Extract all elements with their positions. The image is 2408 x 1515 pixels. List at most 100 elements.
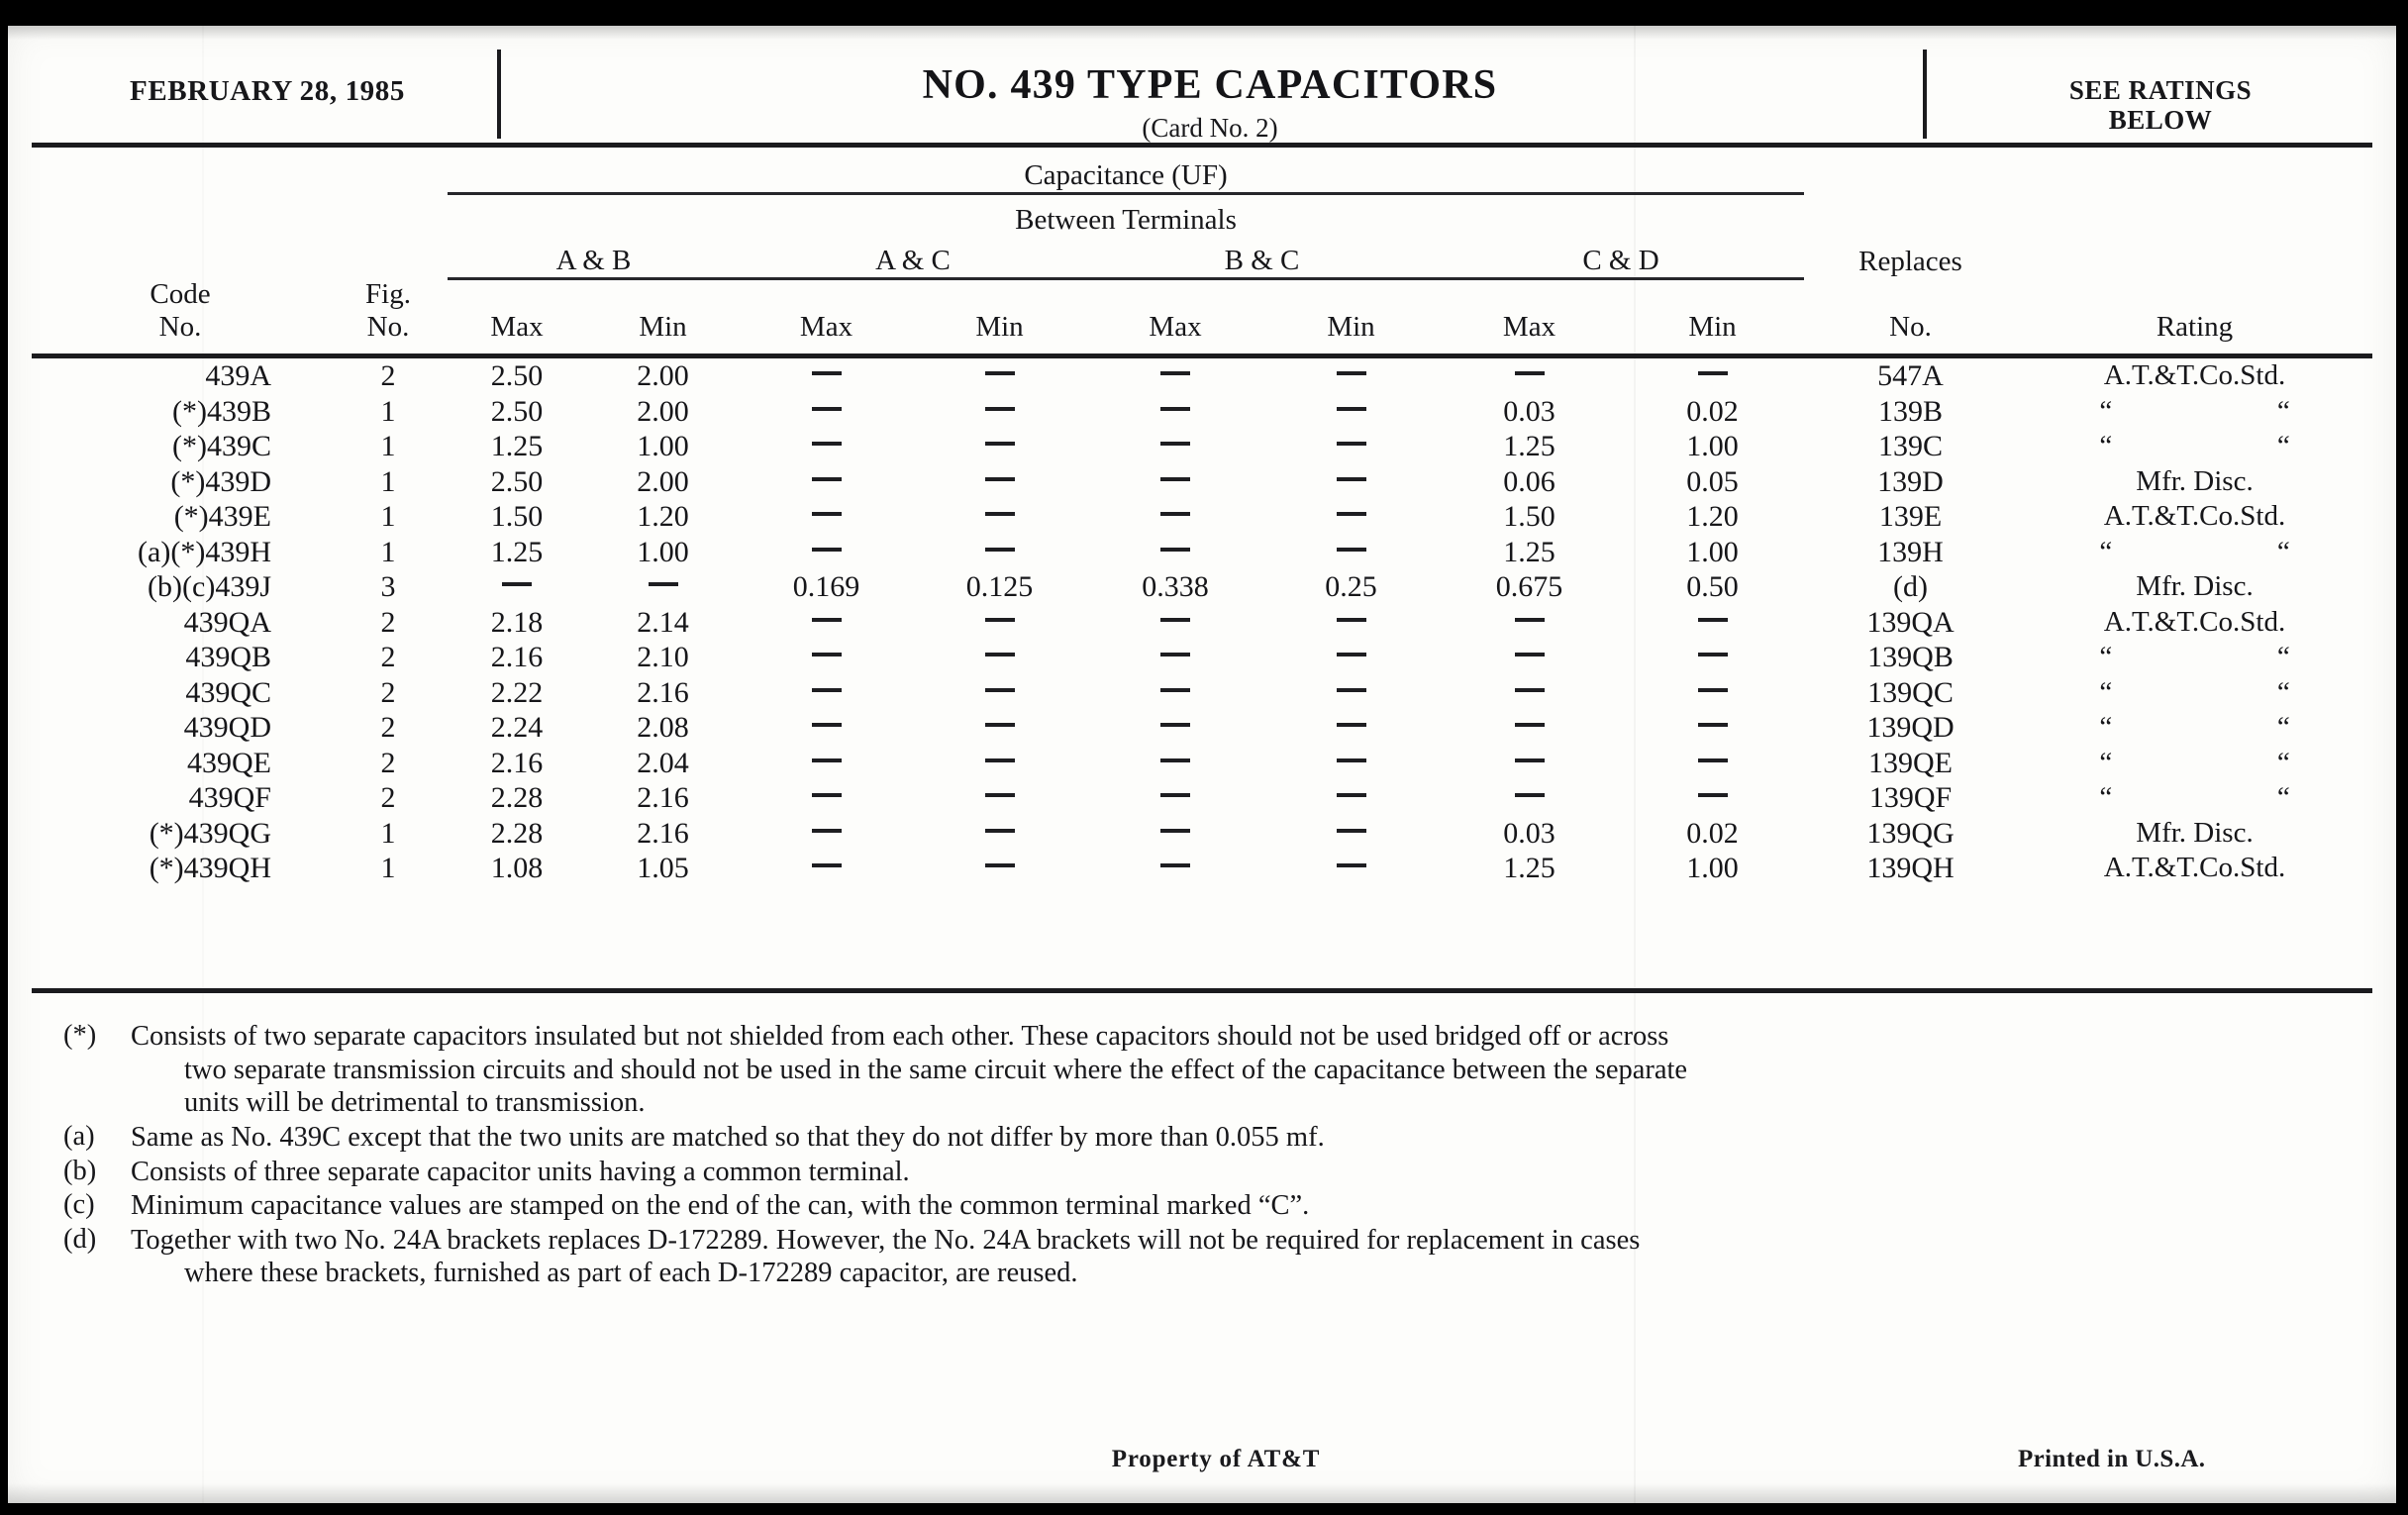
cell-fig-no: 2 (380, 781, 396, 814)
col-header-cd-max: Max (1502, 311, 1556, 343)
em-dash-mark (1160, 793, 1190, 798)
header-bottom-rule (32, 143, 2372, 148)
em-dash-mark (811, 512, 842, 517)
cell-ab-max: 2.24 (490, 711, 544, 744)
issue-date: FEBRUARY 28, 1985 (130, 75, 405, 107)
cell-ab-min: 2.14 (637, 605, 689, 639)
cell-code-no: 439QF (188, 781, 271, 814)
cell-cd-max: 1.25 (1503, 430, 1555, 462)
cell-ac-max (740, 746, 913, 781)
table-pair-header-row: A & B A & C B & C C & D Replaces (32, 237, 2372, 280)
cell-replaces-no: 139QD (1866, 711, 1955, 744)
cell-code-no: (b)(c)439J (148, 570, 271, 603)
em-dash-mark (1160, 442, 1190, 447)
table-group-title-row: Capacitance (UF) (32, 151, 2372, 195)
property-notice: Property of AT&T (1111, 1446, 1321, 1472)
cell-cd-max: 0.03 (1503, 816, 1555, 850)
cell-rating: ““ (2017, 640, 2372, 675)
table-row: (*)439QG 1 2.28 2.16 0.03 0.02 139QG Mfr. Disc. (32, 816, 2372, 852)
cell-bc-min (1264, 464, 1438, 500)
table-group-subtitle-row: Between Terminals (32, 194, 2372, 238)
cell-cd-min: 1.00 (1686, 535, 1739, 568)
capacitance-table-body: 439A 2 2.50 2.00 547A A.T.&T.Co.Std. (*)439B 1 2… (32, 356, 2372, 886)
cell-cd-max: 1.25 (1503, 852, 1555, 884)
table-bottom-rule (32, 988, 2372, 993)
see-ratings-note: SEE RATINGS BELOW (1933, 75, 2388, 135)
scan-shadow-bottom (8, 1483, 2396, 1503)
em-dash-mark (1160, 617, 1190, 622)
cell-rating: Mfr. Disc. (2136, 816, 2254, 849)
cell-cd-min (1621, 675, 1804, 711)
ditto-mark: “ (2099, 711, 2113, 743)
cell-replaces-no: 139QE (1868, 746, 1953, 779)
cell-bc-min (1264, 499, 1438, 535)
page-paper: FEBRUARY 28, 1985 NO. 439 TYPE CAPACITOR… (8, 26, 2396, 1503)
table-row: (a)(*)439H 1 1.25 1.00 1.25 1.00 139H ““ (32, 535, 2372, 570)
cell-ab-min: 2.16 (637, 781, 689, 814)
cell-fig-no: 1 (380, 535, 396, 568)
capacitance-table: Capacitance (UF) Between Terminals A & B… (32, 151, 2372, 886)
cell-rating: ““ (2017, 429, 2372, 464)
cell-ab-max: 1.25 (490, 430, 544, 462)
em-dash-mark (1514, 723, 1545, 728)
col-header-code-line2: No. (158, 311, 202, 343)
cell-ab-min: 2.10 (637, 641, 689, 673)
cell-ab-max: 2.28 (490, 781, 544, 814)
table-row: 439QF 2 2.28 2.16 139QF ““ (32, 780, 2372, 816)
ditto-mark: “ (2276, 711, 2290, 743)
col-header-bc-min: Min (1327, 311, 1375, 343)
cell-cd-min: 1.00 (1686, 852, 1739, 884)
scan-shadow-top (8, 26, 2396, 40)
cell-ac-max: 0.169 (792, 570, 860, 603)
pair-header-ac: A & C (740, 237, 1086, 280)
col-header-code: Code No. (32, 278, 329, 344)
em-dash-mark (984, 371, 1015, 376)
ditto-mark: “ (2099, 781, 2113, 813)
footnote-line: Minimum capacitance values are stamped o… (131, 1190, 1310, 1222)
em-dash-mark (984, 406, 1015, 411)
em-dash-mark (502, 582, 532, 587)
cell-ab-min: 1.00 (637, 430, 689, 462)
cell-ac-max (740, 780, 913, 816)
cell-replaces-no: 547A (1877, 359, 1944, 392)
em-dash-mark (1697, 653, 1728, 657)
footnote-marker: (c) (63, 1189, 95, 1221)
cell-rating: A.T.&T.Co.Std. (2103, 605, 2286, 638)
footnotes: (*) Consists of two separate capacitors i… (63, 1020, 2370, 1291)
em-dash-mark (984, 476, 1015, 481)
table-row: 439QE 2 2.16 2.04 139QE ““ (32, 746, 2372, 781)
em-dash-mark (1514, 793, 1545, 798)
footnote-marker: (b) (63, 1155, 97, 1186)
cell-cd-max: 1.50 (1503, 500, 1555, 533)
footnote-text: Minimum capacitance values are stamped o… (131, 1189, 2370, 1223)
capacitance-table-wrap: Capacitance (UF) Between Terminals A & B… (32, 151, 2372, 886)
table-header-rule (32, 344, 2372, 358)
ditto-mark: “ (2276, 430, 2290, 461)
cell-bc-max (1086, 464, 1264, 500)
ditto-mark: “ (2099, 746, 2113, 778)
ditto-mark: “ (2099, 641, 2113, 672)
em-dash-mark (1336, 828, 1366, 833)
em-dash-mark (1160, 758, 1190, 762)
see-ratings-line1: SEE RATINGS (2068, 75, 2253, 105)
em-dash-mark (1160, 406, 1190, 411)
ditto-mark: “ (2099, 535, 2113, 567)
em-dash-mark (1336, 687, 1366, 692)
footnote-line: Consists of three separate capacitor uni… (131, 1156, 910, 1187)
cell-cd-min: 1.20 (1686, 500, 1739, 533)
footnote-line: Consists of two separate capacitors insu… (131, 1021, 1669, 1052)
cell-code-no: 439QA (183, 605, 271, 639)
cell-ac-max (740, 816, 913, 852)
cell-ac-max (740, 429, 913, 464)
em-dash-mark (811, 476, 842, 481)
cell-replaces-no: 139QF (1868, 781, 1953, 814)
printed-notice: Printed in U.S.A. (2018, 1446, 2206, 1472)
em-dash-mark (1336, 442, 1366, 447)
cell-ac-max (740, 535, 913, 570)
col-header-ac-max: Max (799, 311, 853, 343)
cell-replaces-no: 139H (1877, 535, 1944, 568)
ditto-mark: “ (2099, 394, 2113, 427)
table-row: (*)439E 1 1.50 1.20 1.50 1.20 139E A.T.&T.Co.St… (32, 499, 2372, 535)
em-dash-mark (1160, 828, 1190, 833)
em-dash-mark (984, 442, 1015, 447)
